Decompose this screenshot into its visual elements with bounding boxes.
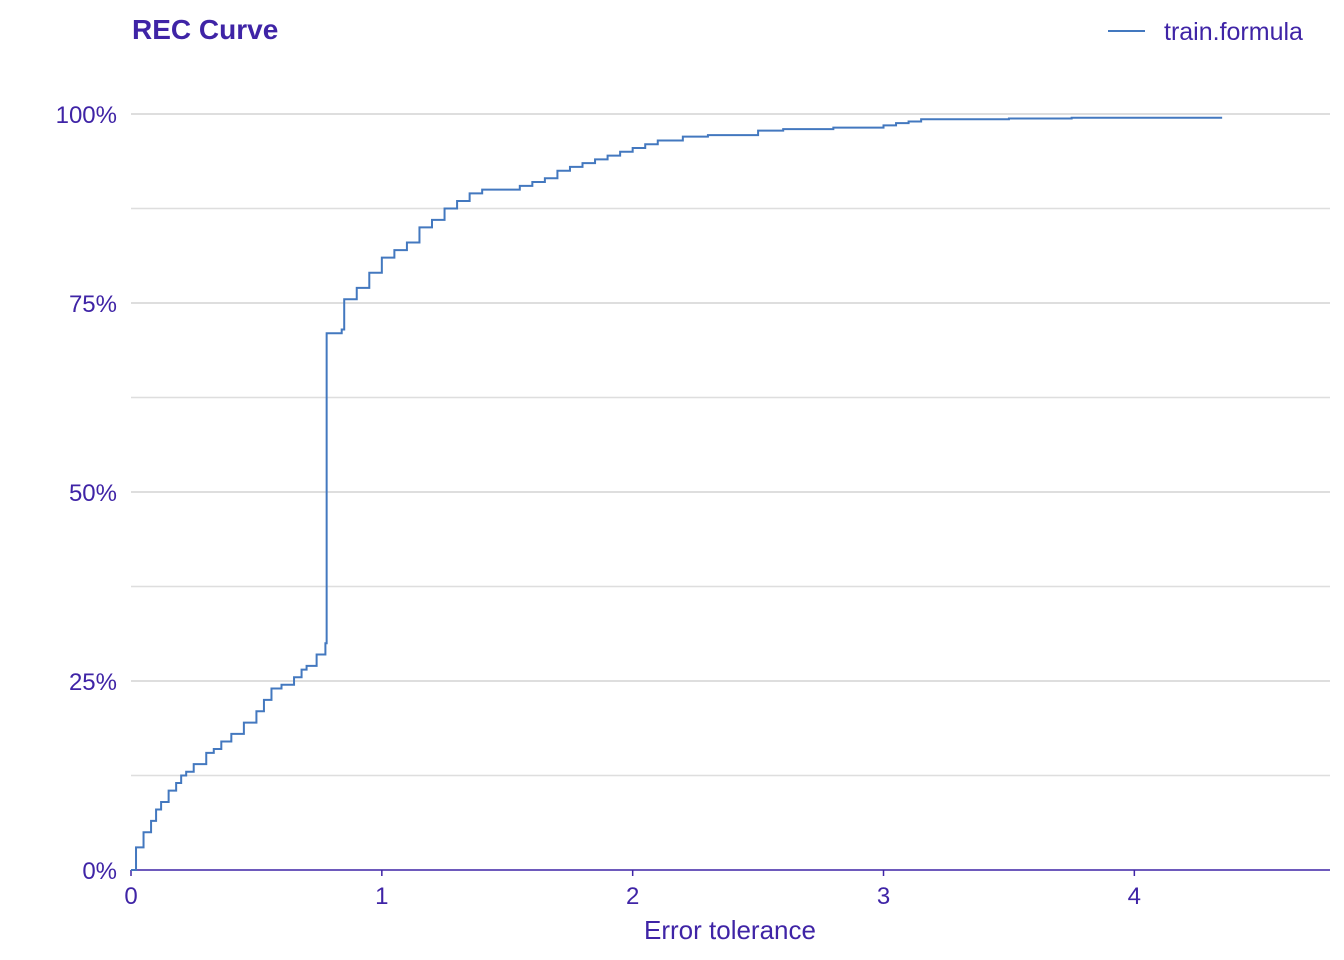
x-tick-label: 3 (877, 883, 890, 910)
x-axis (130, 869, 1330, 876)
x-tick-label: 2 (626, 883, 639, 910)
chart-title: REC Curve (132, 14, 278, 45)
y-tick-label: 100% (56, 102, 117, 129)
series-line-train-formula (131, 116, 1223, 871)
y-tick-label: 75% (69, 291, 117, 318)
y-tick-label: 0% (82, 858, 117, 885)
y-tick-label: 25% (69, 669, 117, 696)
tick-labels: 0% 25% 50% 75% 100% 0 1 2 3 4 (56, 102, 1141, 910)
legend-label-train-formula: train.formula (1164, 18, 1303, 46)
legend: train.formula (1108, 18, 1303, 46)
gridlines (131, 113, 1330, 777)
x-tick-label: 0 (124, 883, 137, 910)
x-axis-label: Error tolerance (644, 915, 816, 945)
x-tick-label: 4 (1128, 883, 1141, 910)
y-tick-label: 50% (69, 480, 117, 507)
series-layer (131, 116, 1223, 871)
x-tick-label: 1 (375, 883, 388, 910)
